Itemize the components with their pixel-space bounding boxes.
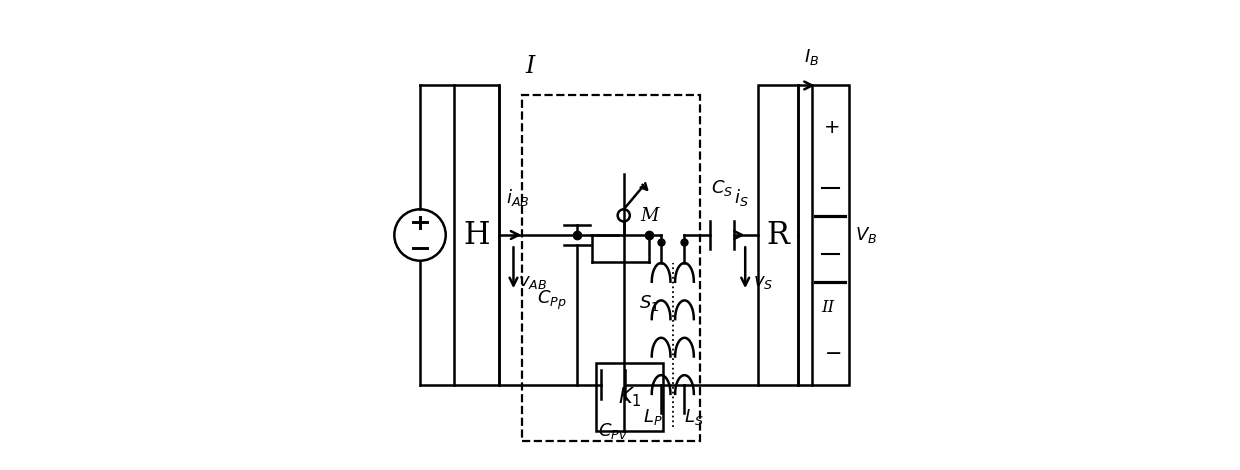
- Text: $V_B$: $V_B$: [854, 225, 877, 245]
- Text: $i_S$: $i_S$: [734, 187, 749, 208]
- Text: $I_B$: $I_B$: [804, 47, 820, 68]
- Text: II: II: [821, 299, 835, 316]
- Text: $v_{AB}$: $v_{AB}$: [517, 273, 547, 291]
- Text: H: H: [463, 219, 490, 251]
- Text: R: R: [766, 219, 789, 251]
- Text: M: M: [640, 207, 658, 225]
- Text: $L_S$: $L_S$: [684, 407, 703, 427]
- Bar: [758, 86, 797, 384]
- Text: $-$: $-$: [823, 342, 841, 362]
- Text: $L_P$: $L_P$: [642, 407, 662, 427]
- Text: $C_{Pp}$: $C_{Pp}$: [537, 289, 567, 312]
- Text: $K_1$: $K_1$: [618, 385, 641, 409]
- Bar: [454, 86, 498, 384]
- Text: $C_{Pv}$: $C_{Pv}$: [598, 421, 627, 441]
- Text: $C_S$: $C_S$: [711, 178, 733, 198]
- Text: $S_1$: $S_1$: [639, 293, 658, 313]
- Bar: [522, 95, 701, 440]
- Text: $v_S$: $v_S$: [753, 273, 773, 291]
- Text: I: I: [526, 55, 534, 78]
- Bar: [595, 363, 663, 431]
- Bar: [811, 86, 849, 384]
- Text: $i_{AB}$: $i_{AB}$: [506, 187, 529, 208]
- Text: +: +: [825, 118, 841, 137]
